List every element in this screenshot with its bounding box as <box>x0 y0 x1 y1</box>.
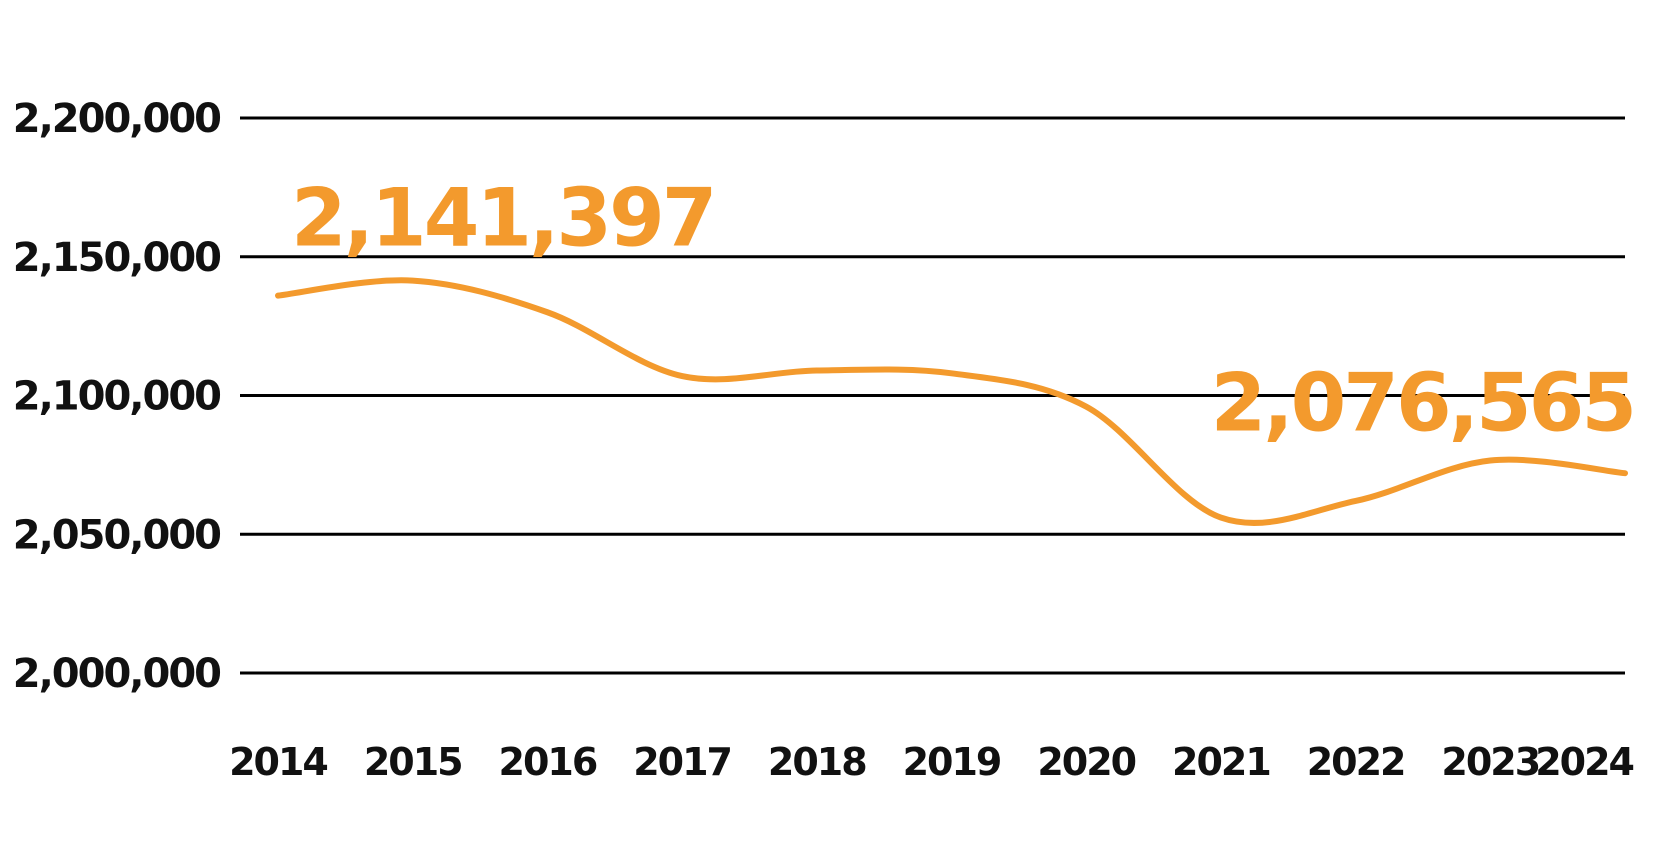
x-tick-label: 2015 <box>364 740 462 784</box>
y-tick-label: 2,000,000 <box>13 651 220 697</box>
x-axis: 2014 2015 2016 2017 2018 2019 2020 2021 2022 2023… <box>229 740 1635 784</box>
x-tick-label: 2018 <box>768 740 866 784</box>
grid-layer <box>240 116 1625 675</box>
y-tick-label: 2,150,000 <box>13 235 220 281</box>
x-tick-label: 2023 <box>1441 740 1539 784</box>
x-tick-label: 2024 <box>1535 740 1633 784</box>
y-tick-label: 2,200,000 <box>13 96 220 142</box>
x-tick-label: 2021 <box>1172 740 1270 784</box>
x-tick-label: 2020 <box>1037 740 1135 784</box>
x-tick-label: 2022 <box>1307 740 1405 784</box>
series-line <box>275 277 1628 526</box>
x-tick-label: 2017 <box>633 740 731 784</box>
x-tick-label: 2014 <box>229 740 327 784</box>
y-axis: 2,200,000 2,150,000 2,100,000 2,050,000 2,00… <box>13 96 222 697</box>
x-tick-label: 2016 <box>499 740 597 784</box>
series-layer <box>275 277 1628 526</box>
callout-label: 2,141,397 <box>291 172 714 265</box>
x-tick-label: 2019 <box>903 740 1001 784</box>
callout-layer: 2,141,397 2,076,565 <box>291 172 1637 450</box>
y-tick-label: 2,050,000 <box>13 512 220 558</box>
y-tick-label: 2,100,000 <box>13 374 220 420</box>
callout-label: 2,076,565 <box>1211 357 1634 450</box>
